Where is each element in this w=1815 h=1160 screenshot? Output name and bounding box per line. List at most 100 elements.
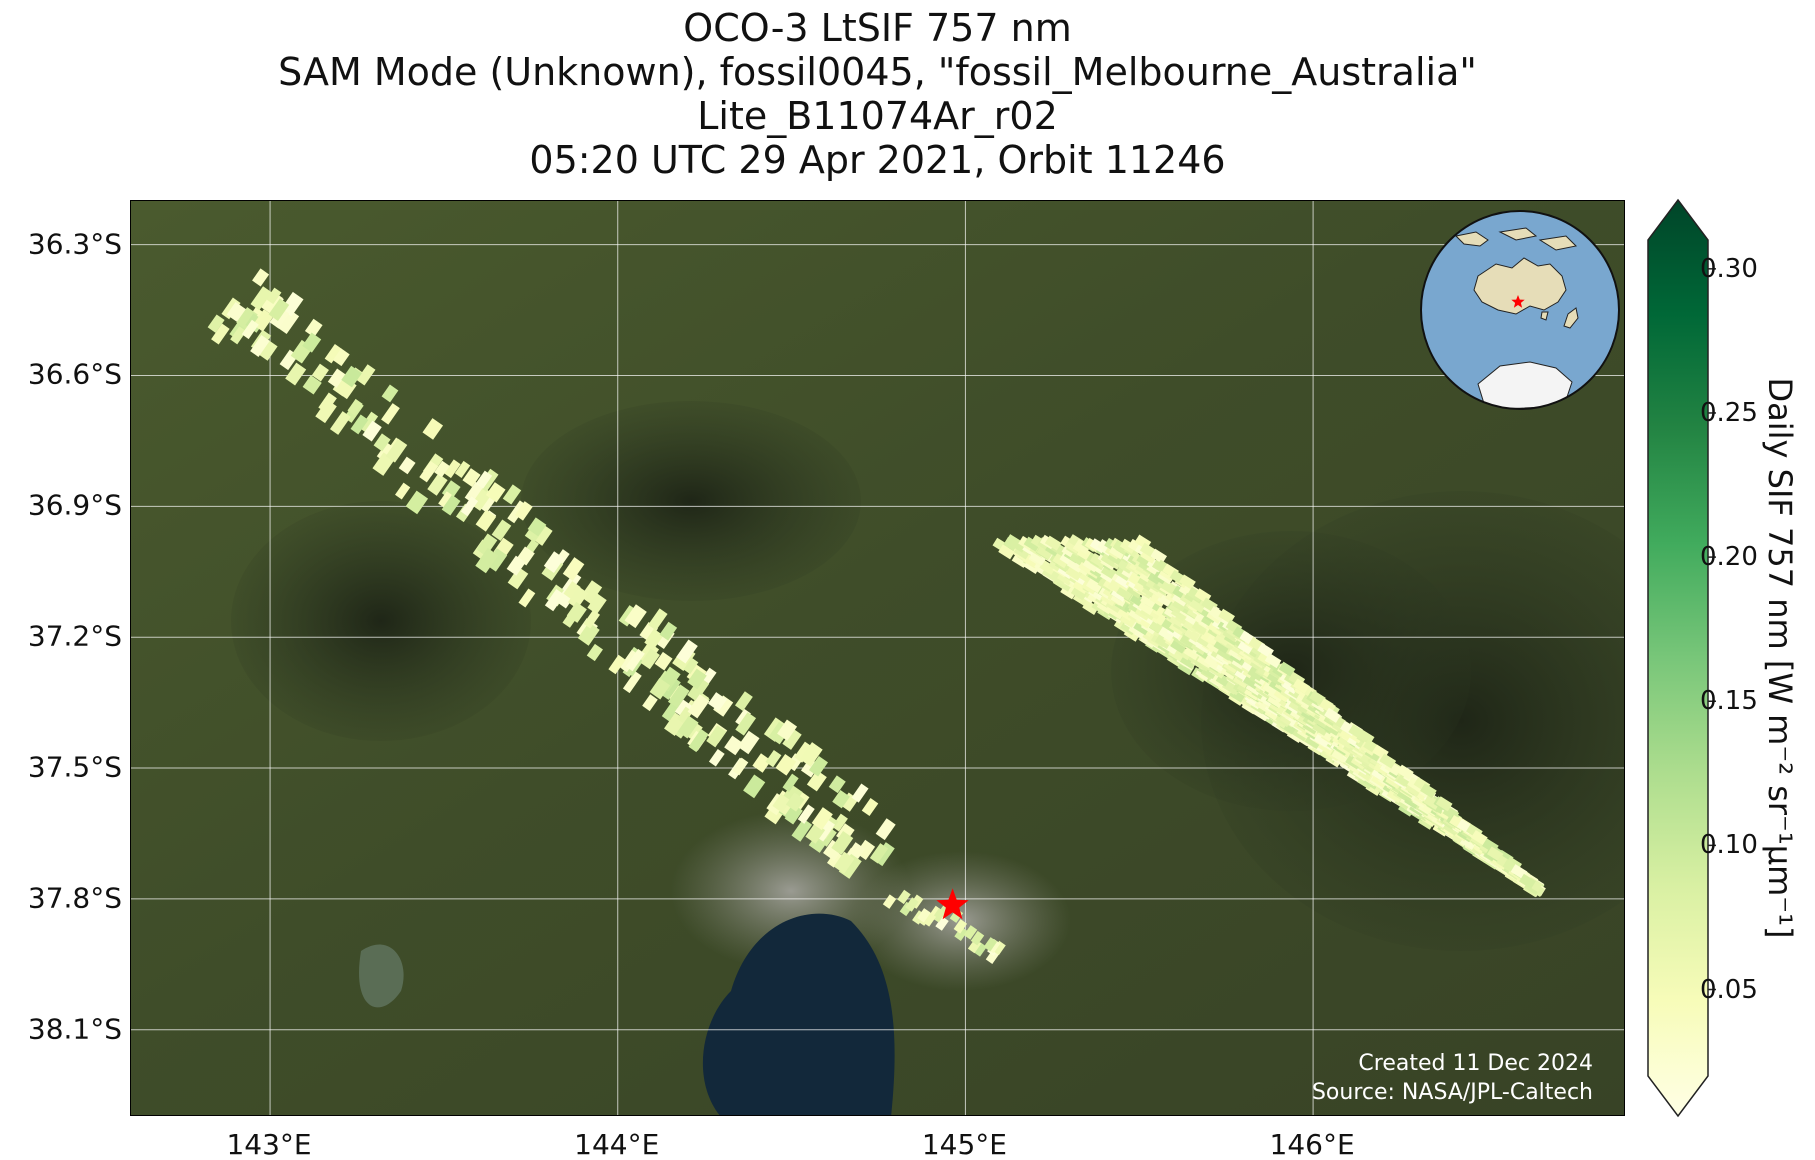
colorbar-tick-label: 0.10 <box>1700 830 1758 861</box>
sif-sounding <box>485 482 506 503</box>
sif-sounding <box>882 894 897 909</box>
sif-sounding <box>506 555 526 576</box>
sif-sounding <box>644 628 664 650</box>
new-zealand-shape <box>1563 307 1579 329</box>
sif-sounding <box>784 804 803 825</box>
sif-sounding <box>1065 565 1083 581</box>
sif-sounding <box>419 460 439 483</box>
sif-sounding <box>687 668 707 690</box>
sif-sounding <box>462 468 481 487</box>
sif-sounding <box>737 730 760 755</box>
sif-sounding <box>318 392 337 414</box>
sif-sounding <box>507 567 529 590</box>
sif-sounding <box>1066 557 1084 573</box>
sif-sounding <box>687 694 710 719</box>
colorbar-tick-label: 0.25 <box>1700 397 1758 428</box>
sif-sounding <box>1023 536 1041 552</box>
sif-sounding <box>782 728 802 750</box>
globe-inset <box>1420 210 1620 410</box>
sif-sounding <box>791 818 813 842</box>
sif-sounding <box>563 581 581 600</box>
latitude-label: 37.8°S <box>27 881 122 915</box>
sif-sounding <box>1189 598 1206 614</box>
sif-sounding <box>625 648 645 672</box>
sif-sounding <box>640 648 660 670</box>
colorbar-label: Daily SIF 757 nm [W m⁻² sr⁻¹μm⁻¹] <box>1761 377 1799 939</box>
sif-sounding <box>676 639 698 664</box>
sif-sounding <box>1331 747 1348 763</box>
sif-sounding <box>688 728 709 753</box>
sif-sounding <box>622 671 642 694</box>
sif-sounding <box>441 494 461 516</box>
sif-sounding <box>932 908 946 923</box>
sif-sounding <box>922 912 937 927</box>
created-date: Created 11 Dec 2024 <box>1358 1051 1593 1076</box>
sif-sounding <box>808 755 829 777</box>
sif-sounding <box>828 775 846 794</box>
title-line-1: OCO-3 LtSIF 757 nm <box>683 6 1072 50</box>
sif-sounding <box>875 818 896 841</box>
sif-sounding <box>1044 535 1062 551</box>
sif-sounding <box>1435 796 1453 812</box>
sif-sounding <box>732 757 749 776</box>
sif-sounding <box>661 703 679 722</box>
sif-sounding <box>1029 550 1047 566</box>
sif-sounding <box>917 908 931 923</box>
sif-sounding <box>649 677 671 700</box>
sif-sounding <box>772 793 791 813</box>
sif-sounding <box>514 501 533 521</box>
sif-sounding <box>724 735 744 756</box>
sif-sounding <box>422 418 444 440</box>
sif-sounding <box>544 588 565 612</box>
sif-sounding <box>1074 538 1091 555</box>
sif-sounding <box>1036 544 1054 560</box>
sif-sounding <box>329 411 351 435</box>
sif-sounding <box>1150 548 1168 564</box>
sif-sounding <box>1471 830 1488 846</box>
colorbar-tick-label: 0.05 <box>1700 974 1758 1005</box>
sif-sounding <box>427 473 448 496</box>
colorbar-tick-label: 0.15 <box>1700 686 1758 717</box>
sif-sounding <box>587 593 607 615</box>
sif-sounding <box>566 601 587 623</box>
sif-sounding <box>1039 559 1057 575</box>
sif-sounding <box>1183 645 1201 661</box>
sif-sounding <box>373 433 391 452</box>
sif-sounding <box>226 301 247 323</box>
latitude-label: 36.6°S <box>27 357 122 391</box>
sif-sounding <box>1519 873 1536 889</box>
title-line-3: Lite_B11074Ar_r02 <box>697 94 1058 138</box>
sif-sounding <box>1379 753 1397 769</box>
sif-sounding <box>475 509 497 532</box>
sif-sounding <box>230 326 247 345</box>
sif-sounding <box>973 942 987 957</box>
sif-sounding <box>734 691 753 711</box>
sif-sounding <box>1420 783 1437 799</box>
australia-shape <box>1473 257 1567 315</box>
sif-sounding <box>1010 537 1027 553</box>
sif-sounding <box>1304 733 1322 749</box>
sif-sounding <box>661 677 681 700</box>
sif-sounding <box>1203 653 1221 670</box>
sif-sounding <box>252 268 270 287</box>
sif-sounding <box>332 348 350 367</box>
sif-sounding <box>1052 553 1069 569</box>
sif-sounding <box>735 712 757 736</box>
sif-sounding <box>713 695 734 717</box>
sif-sounding <box>347 398 363 416</box>
sif-sounding <box>1100 551 1118 568</box>
sif-sounding <box>1108 544 1126 560</box>
graticule <box>131 201 1624 1115</box>
sif-sounding <box>799 742 823 767</box>
sif-sounding <box>970 930 985 946</box>
latitude-label: 37.2°S <box>27 619 122 653</box>
sif-sounding <box>562 557 585 581</box>
map-canvas <box>131 201 1624 1115</box>
sif-sounding <box>708 748 725 767</box>
sif-sounding <box>1309 690 1326 706</box>
sif-sounding <box>1264 653 1282 669</box>
latitude-label: 36.9°S <box>27 488 122 522</box>
sif-sounding <box>1133 620 1150 636</box>
globe-outline <box>1420 210 1620 410</box>
sif-sounding <box>1324 707 1341 723</box>
